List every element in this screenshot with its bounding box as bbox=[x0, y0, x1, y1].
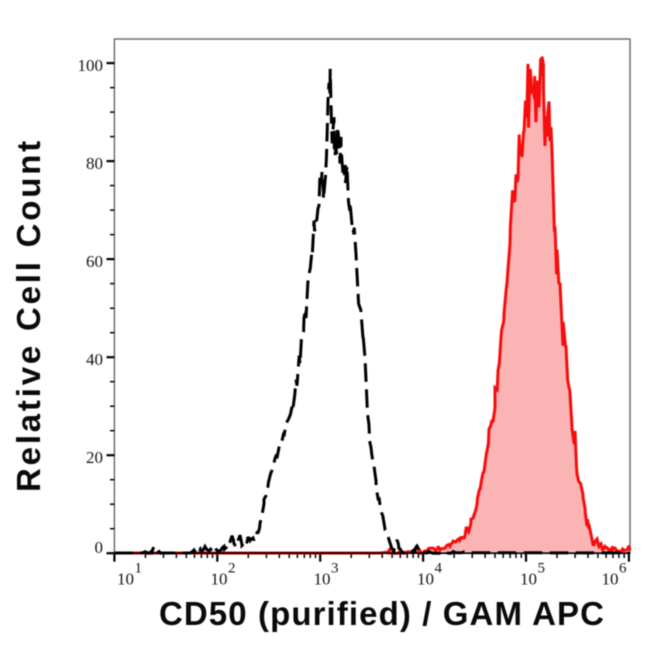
svg-text:1: 1 bbox=[135, 561, 143, 577]
svg-text:Relative Cell Count: Relative Cell Count bbox=[10, 138, 47, 492]
svg-text:4: 4 bbox=[435, 561, 443, 577]
svg-text:0: 0 bbox=[95, 538, 104, 557]
svg-text:10: 10 bbox=[417, 570, 434, 589]
svg-text:80: 80 bbox=[86, 154, 103, 173]
svg-text:40: 40 bbox=[86, 350, 103, 369]
svg-text:100: 100 bbox=[78, 56, 104, 75]
svg-text:2: 2 bbox=[228, 561, 236, 577]
svg-text:5: 5 bbox=[538, 561, 546, 577]
svg-text:3: 3 bbox=[331, 561, 339, 577]
svg-text:10: 10 bbox=[117, 570, 134, 589]
svg-text:10: 10 bbox=[314, 570, 331, 589]
svg-text:CD50 (purified) / GAM APC: CD50 (purified) / GAM APC bbox=[159, 595, 605, 632]
svg-text:10: 10 bbox=[602, 570, 619, 589]
svg-text:10: 10 bbox=[520, 570, 537, 589]
svg-text:10: 10 bbox=[211, 570, 228, 589]
svg-text:6: 6 bbox=[619, 561, 627, 577]
svg-text:20: 20 bbox=[86, 448, 103, 467]
svg-text:60: 60 bbox=[86, 252, 103, 271]
